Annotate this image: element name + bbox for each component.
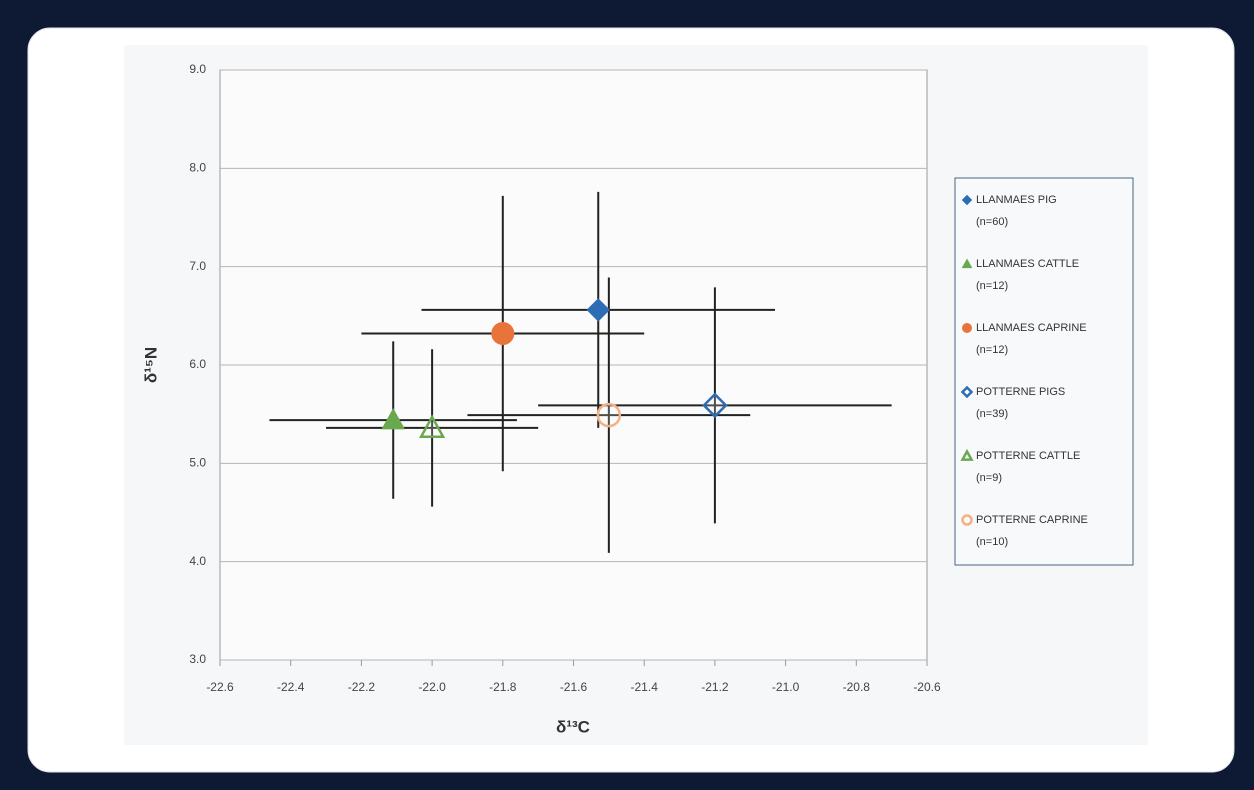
legend-line: (n=10)	[976, 536, 1008, 548]
x-tick-label: -21.6	[560, 680, 588, 694]
x-tick-label: -22.2	[348, 680, 376, 694]
legend-line: POTTERNE CAPRINE	[976, 514, 1091, 526]
y-tick-label: 8.0	[189, 161, 206, 175]
marker	[418, 414, 446, 438]
marker	[381, 408, 406, 430]
x-tick-label: -22.4	[277, 680, 305, 694]
legend-label: POTTERNE CAPRINE (n=10)	[976, 514, 1091, 548]
x-tick-label: -21.0	[772, 680, 800, 694]
marker	[586, 298, 610, 322]
marker	[962, 323, 972, 333]
y-tick-label: 3.0	[189, 652, 206, 666]
x-tick-label: -21.4	[631, 680, 659, 694]
x-tick-label: -20.6	[913, 680, 941, 694]
x-tick-label: -22.0	[418, 680, 446, 694]
marker	[961, 258, 973, 269]
marker	[960, 448, 974, 461]
legend-line: LLANMAES PIG	[976, 194, 1060, 206]
legend	[954, 177, 1134, 566]
x-tick-label: -22.6	[206, 680, 234, 694]
x-tick-label: -21.2	[701, 680, 729, 694]
legend-label: LLANMAES CAPRINE (n=12)	[976, 322, 1090, 356]
y-axis-label: δ¹⁵N	[141, 347, 160, 383]
x-tick-label: -21.8	[489, 680, 517, 694]
legend-line: POTTERNE CATTLE	[976, 450, 1083, 462]
legend-line: (n=9)	[976, 472, 1002, 484]
legend-line: (n=39)	[976, 408, 1008, 420]
legend-label: LLANMAES PIG (n=60)	[976, 194, 1060, 228]
legend-line: (n=12)	[976, 344, 1008, 356]
marker	[702, 392, 728, 419]
legend-line: (n=60)	[976, 216, 1008, 228]
y-tick-label: 9.0	[189, 62, 206, 76]
x-tick-label: -20.8	[843, 680, 871, 694]
y-tick-label: 7.0	[189, 259, 206, 273]
legend-line: (n=12)	[976, 280, 1008, 292]
marker	[596, 402, 622, 428]
y-tick-label: 6.0	[189, 357, 206, 371]
marker	[961, 194, 973, 206]
x-axis-label: δ¹³C	[556, 717, 590, 736]
y-tick-label: 5.0	[189, 456, 206, 470]
marker	[961, 514, 973, 526]
legend-line: LLANMAES CATTLE	[976, 258, 1082, 270]
legend-label: POTTERNE CATTLE (n=9)	[976, 450, 1083, 484]
y-tick-label: 4.0	[189, 554, 206, 568]
marker	[960, 385, 974, 399]
legend-label: POTTERNE PIGS (n=39)	[976, 386, 1068, 420]
legend-line: LLANMAES CAPRINE	[976, 322, 1090, 334]
marker	[491, 322, 515, 346]
legend-label: LLANMAES CATTLE (n=12)	[976, 258, 1082, 292]
legend-line: POTTERNE PIGS	[976, 386, 1068, 398]
